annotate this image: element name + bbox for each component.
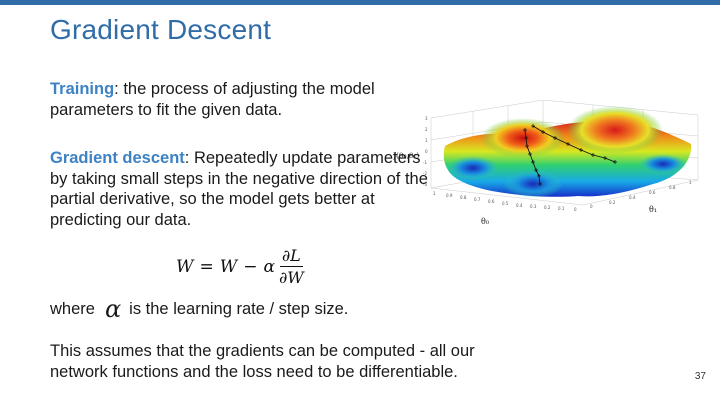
x-tick: 1 (433, 191, 436, 196)
x-tick: 0 (574, 207, 577, 212)
x-tick: 0.4 (516, 203, 523, 208)
loss-surface-figure: J(θ₀,θ₁) θ₀ θ₁ 3 2 1 0 -1 -2 -3 1 0.9 0.… (393, 100, 699, 226)
training-definition: : the process of adjusting the model par… (50, 80, 375, 119)
x-tick: 0.7 (474, 197, 481, 202)
top-accent-bar (0, 0, 720, 5)
loss-surface (443, 106, 692, 198)
y-tick: 0.6 (649, 190, 656, 195)
y-axis-label: θ₁ (649, 205, 657, 214)
descent-path-right (532, 125, 616, 163)
x-tick: 0.8 (460, 195, 467, 200)
equation-fraction: ∂L ∂W (277, 246, 306, 287)
gradient-descent-paragraph: Gradient descent: Repeatedly update para… (50, 148, 430, 230)
equation-minus: − (243, 256, 258, 277)
x-tick: 0.2 (544, 205, 551, 210)
z-tick: 1 (425, 138, 428, 143)
training-term: Training (50, 80, 115, 98)
y-tick: 0.8 (669, 185, 676, 190)
equation-w: W (219, 256, 238, 277)
z-tick: 0 (425, 149, 428, 154)
equation-lhs: W (176, 256, 194, 277)
assumption-paragraph: This assumes that the gradients can be c… (50, 341, 475, 382)
z-tick: 2 (425, 127, 428, 132)
where-line: where α is the learning rate / step size. (50, 295, 349, 323)
alpha-symbol: α (104, 295, 122, 323)
update-equation: W = W − α ∂L ∂W (176, 246, 306, 287)
z-tick: -3 (423, 182, 427, 187)
x-tick: 0.3 (530, 204, 537, 209)
y-tick: 0 (590, 204, 593, 209)
assumption-line-1: This assumes that the gradients can be c… (50, 342, 475, 360)
training-paragraph: Training: the process of adjusting the m… (50, 79, 410, 120)
assumption-line-2: network functions and the loss need to b… (50, 362, 458, 381)
where-prefix: where (50, 300, 95, 318)
x-tick: 0.9 (446, 193, 453, 198)
where-suffix: is the learning rate / step size. (129, 300, 349, 318)
y-tick: 0.4 (629, 195, 636, 200)
gradient-descent-definition: : Repeatedly update parameters by taking… (50, 149, 428, 229)
slide-title: Gradient Descent (50, 14, 272, 45)
equation-denominator: ∂W (278, 268, 304, 287)
page-number: 37 (694, 371, 706, 382)
z-axis-label: J(θ₀,θ₁) (393, 151, 419, 160)
equation-alpha: α (263, 256, 275, 277)
z-tick: -2 (423, 171, 427, 176)
gradient-descent-term: Gradient descent (50, 149, 185, 167)
x-tick: 0.5 (502, 201, 509, 206)
x-tick: 0.6 (488, 199, 495, 204)
equation-equals: = (199, 256, 214, 277)
z-tick: 3 (425, 116, 428, 121)
y-tick: 0.2 (609, 200, 616, 205)
x-tick: 0.1 (558, 206, 565, 211)
z-tick: -1 (423, 160, 427, 165)
x-axis-label: θ₀ (481, 217, 489, 226)
equation-numerator: ∂L (279, 246, 303, 267)
y-tick: 1 (689, 180, 692, 185)
descent-step-markers (523, 124, 617, 186)
